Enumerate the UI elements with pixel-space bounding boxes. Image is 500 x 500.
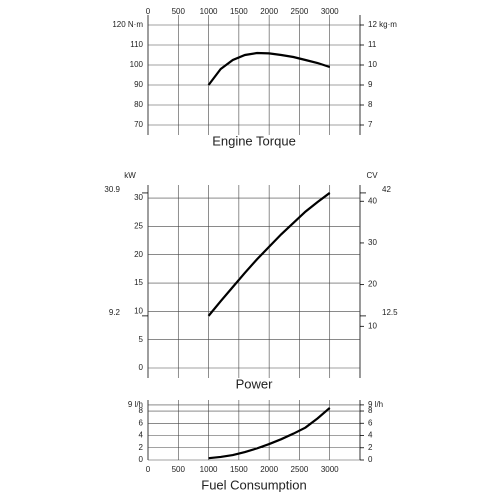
chart-title: Fuel Consumption <box>201 477 307 492</box>
y2-tick-label: 0 <box>368 455 373 464</box>
y-tick-label: 110 <box>130 40 143 49</box>
y-tick-label: 8 <box>139 406 144 415</box>
chart-title: Power <box>236 376 274 391</box>
y-tick-label: 2 <box>139 443 144 452</box>
y-tick-label: 5 <box>139 335 144 344</box>
y-tick-label: 70 <box>134 120 143 129</box>
y2-marker-label: 42 <box>382 185 391 194</box>
y2-tick-label: 11 <box>368 40 377 49</box>
y2-marker-label: 12.5 <box>382 308 398 317</box>
y2-tick-label: 40 <box>368 196 377 205</box>
y-tick-label: 25 <box>134 221 143 230</box>
y2-tick-label: 9 l/h <box>368 400 383 409</box>
y2-tick-label: 10 <box>368 321 377 330</box>
y2-tick-label: 4 <box>368 431 373 440</box>
y-marker-label: 30.9 <box>104 185 120 194</box>
y-tick-label: 4 <box>139 431 144 440</box>
y-tick-label: 10 <box>134 306 143 315</box>
y-tick-label: 15 <box>134 278 143 287</box>
y2-tick-label: 8 <box>368 100 373 109</box>
y-axis-label: kW <box>124 171 136 180</box>
y2-tick-label: 9 <box>368 80 373 89</box>
y-tick-label: 80 <box>134 100 143 109</box>
y2-tick-label: 20 <box>368 280 377 289</box>
y2-tick-label: 7 <box>368 120 373 129</box>
y2-tick-label: 10 <box>368 60 377 69</box>
y-tick-label: 9 l/h <box>128 400 143 409</box>
series-line <box>207 192 331 317</box>
y-tick-label: 6 <box>139 418 144 427</box>
chart-title: Engine Torque <box>212 133 296 148</box>
y2-tick-label: 8 <box>368 406 373 415</box>
y-tick-label: 120 N·m <box>112 20 143 29</box>
y-tick-label: 20 <box>134 250 143 259</box>
x-tick-label: 1000 <box>200 7 218 16</box>
x-tick-label: 2500 <box>291 7 309 16</box>
y2-tick-label: 12 kg·m <box>368 20 397 29</box>
x-tick-label: 500 <box>172 465 186 474</box>
y2-tick-label: 2 <box>368 443 373 452</box>
y-tick-label: 0 <box>139 455 144 464</box>
series-line <box>207 51 331 86</box>
y-tick-label: 30 <box>134 193 143 202</box>
y-tick-label: 90 <box>134 80 143 89</box>
series-line <box>208 407 331 460</box>
y2-axis-label: CV <box>366 171 378 180</box>
x-tick-label: 1500 <box>230 465 248 474</box>
y2-tick-label: 30 <box>368 238 377 247</box>
x-tick-label: 3000 <box>321 465 339 474</box>
y2-tick-label: 6 <box>368 418 373 427</box>
x-tick-label: 0 <box>146 465 151 474</box>
y-tick-label: 100 <box>130 60 144 69</box>
x-tick-label: 2000 <box>260 7 278 16</box>
x-tick-label: 2000 <box>260 465 278 474</box>
y-marker-label: 9.2 <box>109 308 121 317</box>
x-tick-label: 3000 <box>321 7 339 16</box>
x-tick-label: 0 <box>146 7 151 16</box>
x-tick-label: 500 <box>172 7 186 16</box>
x-tick-label: 1000 <box>200 465 218 474</box>
y-tick-label: 0 <box>139 363 144 372</box>
x-tick-label: 2500 <box>291 465 309 474</box>
x-tick-label: 1500 <box>230 7 248 16</box>
